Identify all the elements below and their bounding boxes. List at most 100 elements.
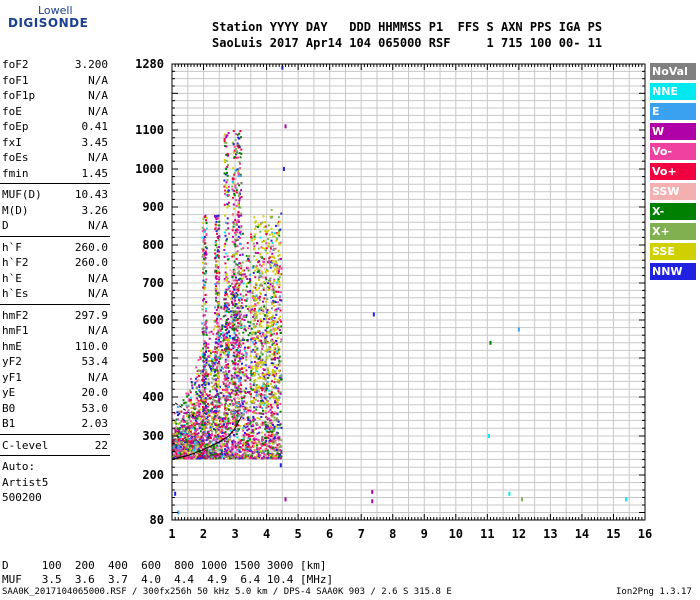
echo-point [217, 217, 220, 220]
echo-point [278, 424, 281, 426]
echo-point [197, 447, 200, 450]
echo-point [187, 452, 190, 455]
echo-point [265, 445, 268, 448]
echo-point [216, 401, 219, 404]
echo-point [236, 310, 239, 313]
echo-point [201, 424, 204, 427]
echo-point [263, 297, 266, 300]
echo-point [227, 308, 230, 311]
echo-point [195, 436, 198, 439]
echo-point [280, 376, 283, 379]
param-label: hmE [2, 339, 22, 353]
echo-point [243, 314, 246, 317]
echo-point [261, 373, 264, 376]
echo-point [275, 237, 278, 240]
echo-point [252, 415, 255, 418]
echo-point [274, 301, 277, 304]
echo-point [207, 413, 210, 416]
header-line-2: SaoLuis 2017 Apr14 104 065000 RSF 1 715 … [212, 36, 603, 50]
echo-point [227, 363, 230, 366]
echo-point [250, 431, 253, 434]
echo-point [228, 370, 231, 373]
echo-point [255, 353, 258, 356]
echo-point [198, 384, 201, 387]
echo-point [272, 371, 275, 374]
echo-point [198, 443, 201, 446]
echo-point [246, 247, 249, 250]
echo-point [204, 456, 207, 459]
echo-point [249, 273, 251, 276]
echo-point [257, 404, 260, 407]
echo-point [212, 398, 214, 401]
echo-point [277, 351, 280, 353]
echo-point [203, 422, 206, 425]
echo-point [261, 221, 264, 224]
echo-point [196, 440, 199, 443]
echo-point [183, 412, 186, 415]
echo-point [240, 395, 243, 398]
echo-point [255, 225, 257, 228]
echo-point [264, 421, 267, 424]
echo-point [278, 268, 281, 271]
echo-point [246, 339, 248, 342]
echo-point [278, 325, 281, 328]
echo-point [232, 235, 234, 238]
param-value: 297.9 [74, 308, 108, 322]
echo-point [245, 329, 247, 332]
echo-point [199, 440, 202, 443]
echo-point [264, 294, 267, 296]
echo-point [268, 439, 271, 442]
echo-point [189, 430, 192, 433]
isolated-echo [489, 340, 492, 345]
echo-point [231, 413, 234, 416]
echo-point [231, 408, 234, 411]
echo-point [241, 269, 244, 272]
echo-point [232, 182, 235, 185]
echo-point [270, 448, 272, 451]
echo-point [220, 369, 222, 372]
echo-point [231, 229, 234, 232]
echo-point [236, 429, 239, 432]
echo-point [251, 289, 254, 292]
echo-point [271, 242, 274, 244]
echo-point [197, 359, 200, 362]
echo-point [262, 413, 265, 415]
echo-point [212, 417, 215, 420]
echo-point [188, 455, 191, 457]
echo-point [261, 389, 264, 392]
echo-point [246, 241, 249, 244]
echo-point [214, 255, 217, 258]
echo-point [205, 333, 208, 336]
echo-point [271, 385, 273, 388]
echo-point [214, 454, 217, 457]
echo-point [254, 390, 257, 393]
echo-point [191, 384, 194, 387]
echo-point [226, 412, 229, 415]
echo-point [201, 393, 204, 396]
echo-point [201, 261, 204, 264]
echo-point [185, 427, 187, 430]
echo-point [175, 446, 178, 449]
echo-point [217, 428, 220, 431]
echo-point [250, 387, 253, 390]
echo-point [243, 454, 246, 457]
echo-point [204, 369, 207, 372]
echo-point [254, 456, 256, 459]
echo-point [234, 409, 237, 412]
echo-point [239, 293, 242, 296]
echo-point [198, 441, 200, 444]
echo-point [231, 181, 234, 184]
echo-point [240, 384, 243, 387]
echo-point [268, 287, 271, 290]
echo-point [271, 380, 273, 383]
echo-point [204, 294, 207, 296]
echo-point [225, 276, 228, 278]
echo-point [232, 351, 235, 354]
echo-point [182, 452, 185, 455]
echo-point [256, 438, 259, 441]
echo-point [197, 378, 200, 381]
echo-point [268, 454, 271, 457]
echo-point [177, 410, 180, 413]
echo-point [268, 393, 271, 396]
echo-point [237, 229, 240, 231]
